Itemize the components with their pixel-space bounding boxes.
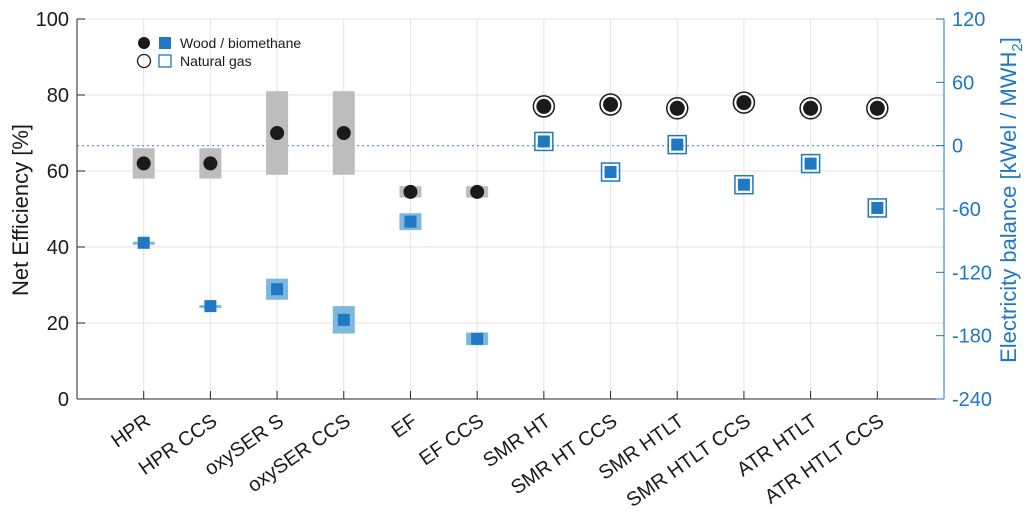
electricity-point-atr-htlt xyxy=(804,157,817,170)
left-tick-label-20: 20 xyxy=(47,313,69,335)
efficiency-point-oxyser-s xyxy=(270,126,285,140)
right-tick-label-minus60: -60 xyxy=(952,199,981,221)
efficiency-point-ef-ccs xyxy=(470,184,485,199)
efficiency-point-smr-htlt-ccs xyxy=(736,95,752,111)
electricity-frame-smr-htlt-ccs xyxy=(734,174,754,195)
efficiency-ring-atr-htlt-ccs xyxy=(866,97,889,120)
legend-label-gas: Natural gas xyxy=(180,53,252,69)
right-axis-label: Electricity balance [kWel / MWH2] xyxy=(996,37,1026,363)
electricity-point-hpr xyxy=(137,236,150,249)
right-tick-label-minus240: -240 xyxy=(952,389,992,411)
electricity-point-ef-ccs xyxy=(471,332,484,345)
x-tick-label-hpr: HPR xyxy=(107,410,154,452)
electricity-point-smr-ht-ccs xyxy=(604,166,617,179)
efficiency-ring-smr-ht-ccs xyxy=(599,93,622,116)
electricity-point-ef xyxy=(404,215,417,228)
electricity-frame-atr-htlt-ccs xyxy=(867,198,888,218)
grid xyxy=(77,18,944,400)
left-tick-label-0: 0 xyxy=(58,389,69,411)
right-axis-label-end: ] xyxy=(996,37,1021,43)
right-axis-label-subscript: 2 xyxy=(1009,43,1026,51)
legend-marker-gas-circle xyxy=(136,53,152,69)
electricity-frame-smr-ht-ccs xyxy=(600,162,621,182)
efficiency-point-atr-htlt xyxy=(803,100,819,116)
right-tick-label-minus120: -120 xyxy=(952,262,992,284)
legend-marker-wood-square xyxy=(159,37,171,49)
electricity-point-smr-ht xyxy=(537,135,550,148)
efficiency-ring-smr-htlt xyxy=(665,97,689,120)
data-points xyxy=(136,91,889,345)
axes xyxy=(76,19,945,400)
electricity-frame-smr-htlt xyxy=(667,134,687,155)
legend-marker-gas-square xyxy=(158,54,172,68)
legend: Wood / biomethane Natural gas xyxy=(136,35,301,69)
x-tick-label-ef-ccs: EF CCS xyxy=(415,410,488,470)
efficiency-ring-smr-htlt-ccs xyxy=(732,91,756,114)
uncertainty-bands xyxy=(132,91,489,346)
left-tick-label-40: 40 xyxy=(47,237,69,259)
right-tick-label-minus180: -180 xyxy=(952,326,992,348)
efficiency-ring-smr-ht xyxy=(532,95,556,118)
efficiency-point-hpr xyxy=(136,156,151,171)
right-tick-label-120: 120 xyxy=(952,9,985,31)
legend-marker-wood-circle xyxy=(138,37,150,49)
left-tick-label-60: 60 xyxy=(47,161,69,183)
right-tick-label-60: 60 xyxy=(952,72,974,94)
efficiency-point-hpr-ccs xyxy=(203,156,218,171)
right-tick-labels: -240 -180 -120 -60 0 60 120 xyxy=(936,9,992,411)
efficiency-point-ef xyxy=(403,184,418,199)
electricity-point-smr-htlt-ccs xyxy=(737,178,750,191)
electricity-point-oxyser-ccs xyxy=(337,313,350,326)
right-tick-label-0: 0 xyxy=(952,136,963,158)
right-axis-label-main: Electricity balance [kWel / MWH xyxy=(996,52,1021,363)
electricity-frame-atr-htlt xyxy=(800,153,821,174)
efficiency-point-oxyser-ccs xyxy=(336,126,351,140)
x-tick-label-atr-htlt-ccs: ATR HTLT CCS xyxy=(761,410,888,508)
left-axis-label: Net Efficiency [%] xyxy=(8,124,33,296)
efficiency-point-smr-ht xyxy=(536,98,552,114)
electricity-point-smr-htlt xyxy=(671,138,684,151)
left-tick-labels: 0 20 40 60 80 100 xyxy=(36,9,85,411)
efficiency-point-smr-ht-ccs xyxy=(603,97,619,112)
electricity-point-atr-htlt-ccs xyxy=(871,201,884,214)
left-tick-label-100: 100 xyxy=(36,9,69,31)
legend-label-wood: Wood / biomethane xyxy=(180,35,301,51)
efficiency-ring-atr-htlt xyxy=(799,97,822,120)
electricity-point-oxyser-s xyxy=(271,283,284,296)
efficiency-point-atr-htlt-ccs xyxy=(869,100,885,116)
efficiency-point-smr-htlt xyxy=(669,100,685,116)
electricity-frame-smr-ht xyxy=(534,131,554,152)
x-tick-label-ef: EF xyxy=(388,410,422,443)
electricity-point-hpr-ccs xyxy=(204,300,217,313)
left-tick-label-80: 80 xyxy=(47,85,69,107)
